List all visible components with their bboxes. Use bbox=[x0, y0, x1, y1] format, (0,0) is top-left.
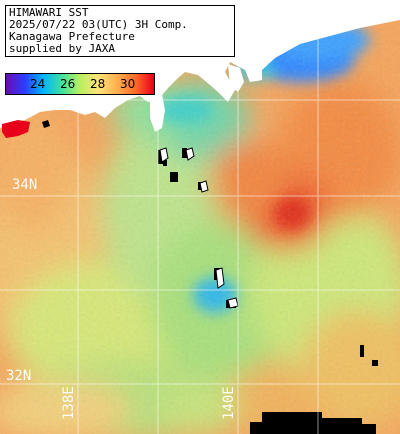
colorbar: 24 26 28 30 bbox=[5, 73, 155, 95]
hot-land-pixels bbox=[2, 120, 50, 138]
timestamp: 2025/07/22 03(UTC) 3H Comp. bbox=[9, 18, 188, 31]
land-miura bbox=[228, 64, 244, 92]
info-box: HIMAWARI SST 2025/07/22 03(UTC) 3H Comp.… bbox=[5, 5, 235, 57]
colorbar-tick-26: 26 bbox=[60, 77, 76, 91]
lon-label-138e: 138E bbox=[61, 386, 77, 420]
product-title: HIMAWARI SST bbox=[9, 6, 89, 19]
region-name: Kanagawa Prefecture bbox=[9, 30, 135, 43]
data-credit: supplied by JAXA bbox=[9, 42, 115, 55]
islands bbox=[159, 147, 239, 309]
colorbar-tick-28: 28 bbox=[90, 77, 106, 91]
lat-label-34n: 34N bbox=[12, 177, 38, 193]
lon-label-140e: 140E bbox=[221, 386, 237, 420]
colorbar-tick-30: 30 bbox=[120, 77, 136, 91]
missing-data bbox=[158, 148, 378, 434]
lat-label-32n: 32N bbox=[6, 368, 32, 384]
colorbar-tick-24: 24 bbox=[30, 77, 46, 91]
